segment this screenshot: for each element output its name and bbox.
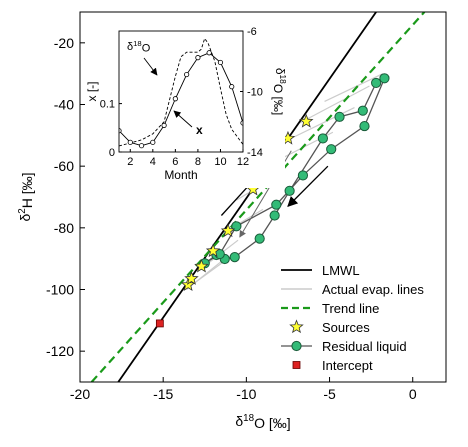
inset-x-point (229, 84, 235, 90)
residual-liquid-point (284, 185, 295, 196)
inset-x-axis-label: Month (164, 168, 197, 182)
source-point (184, 271, 199, 285)
inset-x-tick-label: 12 (237, 156, 249, 168)
residual-liquid-point (254, 233, 265, 244)
y-tick-label: -80 (54, 220, 74, 236)
x-axis-label: δ18O [‰] (235, 413, 290, 431)
y-tick-label: -60 (54, 158, 74, 174)
inset-x-point (150, 139, 156, 145)
direction-arrow-1 (287, 165, 329, 207)
residual-liquid-point (271, 199, 282, 210)
residual-liquid-point (334, 111, 345, 122)
main-plot-frame (79, 11, 447, 383)
inset-x-point (172, 96, 178, 102)
inset-plot: 2 4 6 8 10 12 0 0.1 -14 -10 -6 Month x [-] δ18O [‰] δ1… (85, 24, 288, 188)
inset-y-right-tick-label: -14 (247, 147, 263, 159)
y-tick-label: -120 (46, 343, 74, 359)
source-point (194, 258, 209, 273)
inset-x-point (138, 143, 145, 149)
inset-x-tick-label: 2 (127, 156, 133, 168)
residual-liquid-point (326, 144, 337, 155)
inset-x-tick-label: 4 (150, 156, 156, 168)
intercept-point (155, 319, 164, 328)
inset-d18o-annotation: δ18O (127, 39, 151, 55)
legend-evap-label: Actual evap. lines (322, 282, 424, 297)
legend-residual-label: Residual liquid (322, 339, 407, 354)
inset-x-tick-label: 6 (172, 156, 178, 168)
inset-x-tick-label: 10 (214, 156, 226, 168)
x-tick-label: -15 (153, 386, 173, 402)
residual-liquid-point (229, 252, 240, 263)
residual-liquid-point (317, 133, 328, 144)
x-tick-label: 0 (409, 386, 417, 402)
inset-x-point (240, 120, 243, 126)
legend-intercept-swatch (292, 361, 301, 369)
source-point (205, 243, 221, 258)
source-point (220, 223, 236, 238)
inset-y-right-tick-label: -6 (247, 26, 257, 38)
residual-liquid-point (357, 105, 368, 116)
inset-y-right-tick-label: -10 (247, 87, 263, 99)
y-tick-label: -20 (54, 35, 74, 51)
inset-x-point (127, 139, 133, 145)
inset-x-arrow (173, 110, 193, 128)
inset-y-right-label: δ18O [‰] (271, 68, 288, 115)
inset-y-left-tick-label: 0.1 (100, 99, 115, 111)
y-tick-label: -100 (46, 282, 74, 298)
y-axis-label: δ2H [‰] (17, 172, 35, 221)
trend-line (90, 12, 426, 382)
residual-liquid-point (371, 77, 382, 89)
residual-liquid-point (269, 210, 280, 221)
x-tick-label: -10 (236, 386, 256, 402)
legend-lmwl-label: LMWL (322, 263, 360, 278)
residual-liquid-point (359, 120, 370, 132)
inset-d18o-line (119, 37, 243, 147)
source-point (299, 113, 314, 128)
inset-d18o-arrow (143, 57, 158, 76)
inset-x-point (161, 122, 167, 128)
inset-background (90, 24, 285, 188)
legend: LMWL Actual evap. lines Trend line Sources R… (281, 263, 424, 373)
evap-line-8 (324, 73, 384, 102)
inset-x-point (184, 71, 190, 78)
evap-line-7 (299, 85, 370, 124)
inset-y-left-label: x [-] (85, 82, 99, 102)
residual-liquid-point (379, 73, 390, 84)
inset-y-left-tick-label: 0 (109, 147, 115, 159)
x-tick-label: -20 (70, 386, 90, 402)
legend-residual-swatch (291, 340, 302, 352)
inset-x-annotation: x (196, 123, 203, 137)
legend-sources-label: Sources (322, 320, 370, 335)
inset-x-tick-label: 8 (195, 156, 201, 168)
inset-x-point (195, 55, 201, 61)
inset-x-point (217, 59, 224, 66)
y-tick-label: -40 (54, 97, 74, 113)
x-tick-label: -5 (323, 386, 336, 402)
legend-intercept-label: Intercept (322, 358, 373, 373)
inset-x-point (206, 50, 212, 56)
legend-sources-swatch (289, 319, 304, 334)
residual-liquid-point (297, 170, 309, 181)
legend-trend-label: Trend line (322, 301, 379, 316)
